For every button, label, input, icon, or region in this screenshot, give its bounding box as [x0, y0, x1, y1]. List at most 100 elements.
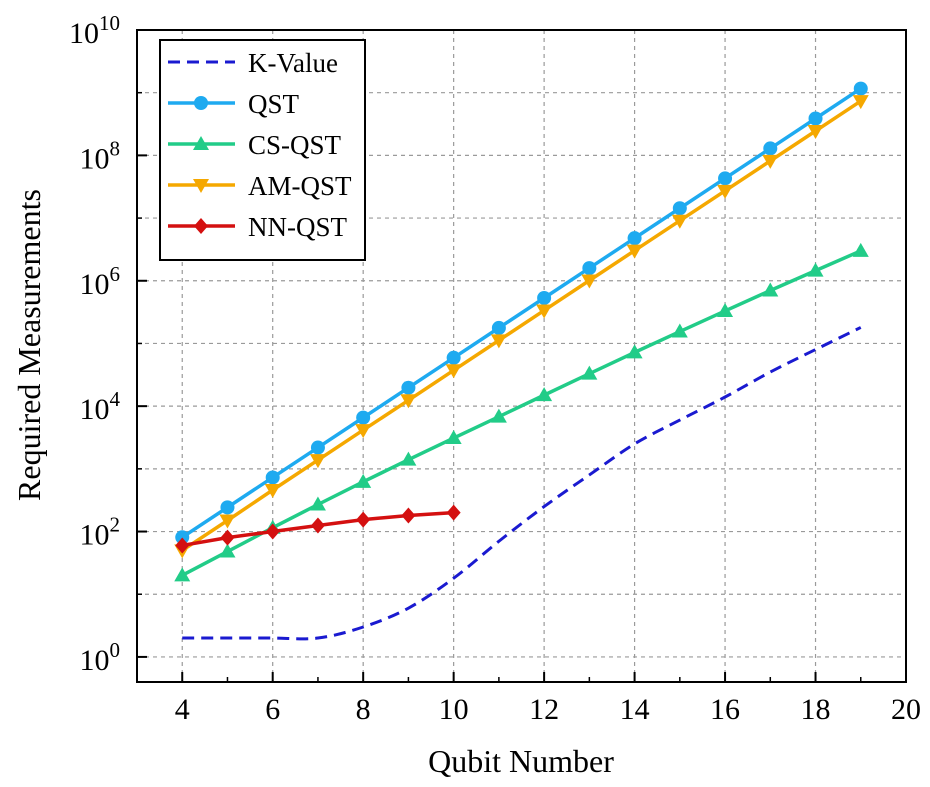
x-tick-label: 20: [891, 693, 921, 726]
point-qst: [582, 261, 597, 276]
point-cs-qst: [445, 430, 462, 445]
point-am-qst: [626, 244, 643, 259]
point-qst: [718, 171, 733, 186]
point-qst: [265, 470, 280, 485]
legend-item-k-value: K-Value: [168, 48, 338, 78]
x-tick-label: 6: [265, 693, 280, 726]
point-cs-qst: [536, 387, 553, 402]
point-qst: [310, 440, 325, 455]
x-tick-label: 16: [710, 693, 740, 726]
legend-label: K-Value: [248, 48, 338, 78]
point-am-qst: [309, 454, 326, 469]
x-tick-label: 8: [356, 693, 371, 726]
point-am-qst: [400, 394, 417, 409]
legend-marker: [193, 179, 209, 193]
point-cs-qst: [717, 302, 734, 317]
y-tick-label: 104: [80, 387, 121, 426]
legend-marker: [193, 136, 209, 150]
point-am-qst: [762, 154, 779, 169]
series-line-qst: [181, 87, 862, 539]
legend-marker: [194, 96, 208, 110]
point-qst: [175, 530, 190, 545]
y-tick-labels: 100 102 104 106 108 1010: [69, 11, 121, 677]
legend-item-am-qst: AM-QST: [168, 171, 352, 201]
x-tick-label: 14: [620, 693, 650, 726]
series-line-cs-qst: [181, 249, 862, 577]
point-qst: [808, 111, 823, 126]
plot-frame: [136, 29, 907, 683]
legend-label: CS-QST: [248, 130, 342, 160]
series-qst: [175, 81, 868, 545]
legend-label: QST: [248, 89, 300, 119]
point-qst: [491, 320, 506, 335]
y-tick-label: 102: [80, 513, 121, 552]
point-qst: [220, 500, 235, 515]
y-tick-label: 106: [80, 262, 121, 301]
point-qst: [356, 410, 371, 425]
point-qst: [446, 350, 461, 365]
x-tick-label: 18: [801, 693, 831, 726]
point-am-qst: [852, 95, 869, 110]
series-k-value: [182, 326, 862, 641]
point-cs-qst: [852, 242, 869, 257]
y-tick-label: 1010: [69, 11, 120, 50]
y-tick-label: 108: [80, 136, 121, 175]
point-cs-qst: [626, 344, 643, 359]
point-qst: [627, 231, 642, 246]
point-nn-qst: [175, 537, 190, 554]
point-nn-qst: [310, 517, 325, 534]
point-nn-qst: [446, 504, 461, 521]
point-am-qst: [219, 514, 236, 529]
point-cs-qst: [490, 408, 507, 423]
point-cs-qst: [581, 365, 598, 380]
point-am-qst: [445, 364, 462, 379]
point-am-qst: [490, 334, 507, 349]
series-nn-qst: [175, 504, 461, 554]
x-axis-title: Qubit Number: [428, 743, 614, 779]
point-nn-qst: [265, 523, 280, 540]
point-am-qst: [581, 274, 598, 289]
point-am-qst: [807, 124, 824, 139]
point-cs-qst: [309, 496, 326, 511]
x-tick-label: 12: [529, 693, 559, 726]
point-nn-qst: [220, 529, 235, 546]
legend-item-cs-qst: CS-QST: [168, 130, 342, 160]
point-am-qst: [264, 483, 281, 498]
point-cs-qst: [762, 282, 779, 297]
point-am-qst: [536, 304, 553, 319]
legend-label: NN-QST: [248, 212, 348, 242]
point-qst: [672, 201, 687, 216]
x-tick-labels: 4 6 8 10 12 14 16 18 20: [175, 693, 921, 726]
series-layer: [174, 81, 869, 641]
point-cs-qst: [219, 543, 236, 558]
series-cs-qst: [174, 242, 869, 582]
point-qst: [401, 380, 416, 395]
point-am-qst: [717, 184, 734, 199]
point-cs-qst: [807, 262, 824, 277]
legend-marker: [194, 218, 208, 234]
series-am-qst: [174, 95, 869, 559]
point-am-qst: [671, 214, 688, 229]
point-cs-qst: [671, 323, 688, 338]
axis-ticks: [136, 29, 907, 682]
y-axis-title: Required Measurements: [11, 189, 47, 501]
legend-item-nn-qst: NN-QST: [168, 212, 348, 242]
point-nn-qst: [401, 507, 416, 524]
y-tick-label: 100: [80, 638, 121, 677]
x-tick-label: 10: [439, 693, 469, 726]
legend-label: AM-QST: [248, 171, 352, 201]
point-qst: [853, 81, 868, 96]
point-cs-qst: [400, 451, 417, 466]
point-cs-qst: [174, 567, 191, 582]
point-am-qst: [355, 424, 372, 439]
point-cs-qst: [355, 473, 372, 488]
point-qst: [537, 290, 552, 305]
series-line-am-qst: [181, 99, 862, 552]
series-line-k-value: [182, 326, 862, 641]
legend: K-Value QST CS-QST AM-QST NN-QST: [159, 39, 366, 261]
point-nn-qst: [356, 511, 371, 528]
x-tick-label: 4: [175, 693, 190, 726]
legend-item-qst: QST: [168, 89, 300, 119]
point-qst: [763, 141, 778, 156]
